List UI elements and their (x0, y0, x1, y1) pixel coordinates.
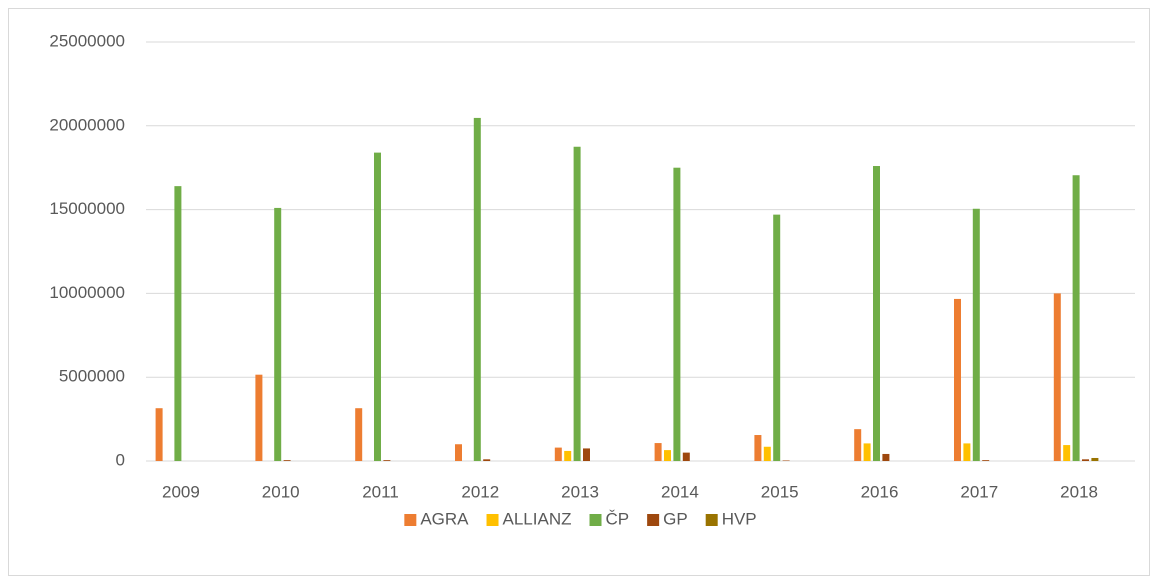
bar (374, 152, 381, 461)
y-tick-label: 15000000 (49, 199, 125, 218)
bar (854, 429, 862, 461)
bar (982, 460, 990, 461)
legend-label: HVP (722, 509, 757, 528)
bar (155, 408, 163, 461)
bar (383, 460, 391, 461)
legend-label: ALLIANZ (503, 509, 572, 528)
x-tick-label: 2012 (461, 482, 499, 501)
y-tick-label: 20000000 (49, 115, 125, 134)
x-tick-label: 2013 (561, 482, 599, 501)
bar (1091, 457, 1099, 461)
bar (455, 444, 462, 461)
bar (283, 460, 291, 461)
y-tick-label: 5000000 (59, 367, 125, 386)
bar (483, 459, 491, 461)
legend-swatch (486, 514, 499, 526)
bar (773, 214, 781, 461)
bar (1082, 459, 1089, 461)
legend-swatch (589, 514, 602, 526)
bar (863, 443, 871, 461)
legend-swatch (647, 514, 660, 526)
bar (174, 186, 182, 462)
bar (763, 446, 771, 461)
bar (754, 435, 762, 461)
bar (564, 450, 572, 461)
legend-swatch (705, 514, 718, 526)
bar (972, 208, 980, 461)
y-tick-label: 25000000 (49, 31, 125, 50)
x-tick-label: 2014 (661, 482, 699, 501)
x-tick-label: 2016 (861, 482, 899, 501)
bar (255, 374, 263, 461)
legend-label: AGRA (420, 509, 469, 528)
y-tick-label: 10000000 (49, 283, 125, 302)
bar (583, 448, 590, 461)
x-tick-label: 2011 (362, 482, 399, 501)
bar (355, 408, 363, 461)
x-tick-label: 2010 (262, 482, 300, 501)
x-tick-label: 2018 (1060, 482, 1098, 501)
bar (963, 443, 971, 461)
x-tick-label: 2015 (761, 482, 799, 501)
bar (274, 207, 282, 461)
bar (782, 460, 790, 461)
legend-label: ČP (606, 509, 630, 528)
bar (1053, 293, 1061, 461)
bar (573, 146, 581, 461)
bar (1072, 175, 1080, 461)
bar (873, 166, 880, 462)
bar (1063, 445, 1071, 461)
bar (554, 447, 562, 461)
legend-label: GP (663, 509, 688, 528)
x-tick-label: 2009 (162, 482, 200, 501)
bar (654, 443, 662, 461)
bar (682, 452, 690, 461)
bar (954, 298, 961, 461)
legend-swatch (404, 514, 417, 526)
bar (473, 117, 481, 462)
y-tick-label: 0 (116, 450, 125, 469)
x-tick-label: 2017 (960, 482, 998, 501)
bar (673, 167, 681, 461)
bar (882, 453, 890, 461)
bar (664, 450, 671, 461)
